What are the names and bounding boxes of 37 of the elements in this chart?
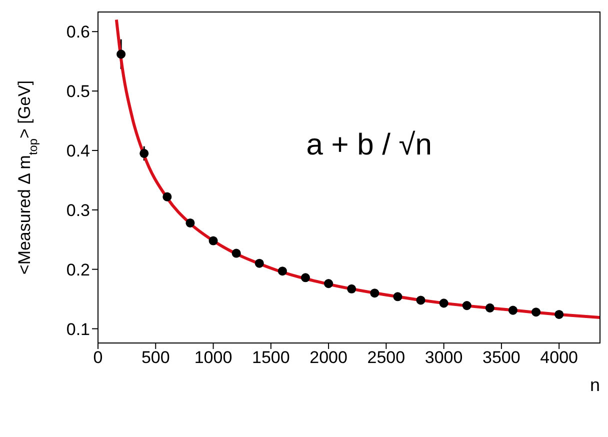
- x-tick-label: 3500: [482, 348, 520, 368]
- y-tick-label: 0.2: [66, 260, 90, 280]
- point: [393, 292, 402, 302]
- x-axis-title: n: [590, 375, 600, 395]
- y-tick-label: 0.4: [66, 141, 90, 160]
- point: [347, 284, 356, 294]
- y-tick-label: 0.5: [66, 82, 90, 102]
- x-tick-label: 1000: [194, 348, 232, 368]
- point: [162, 192, 172, 202]
- x-tick-label: 1500: [252, 348, 290, 368]
- point: [416, 296, 426, 305]
- point: [254, 258, 264, 268]
- y-tick-label: 0.1: [66, 320, 90, 339]
- point: [439, 298, 448, 308]
- point: [485, 303, 494, 312]
- point: [324, 279, 334, 288]
- point: [116, 50, 126, 59]
- point: [462, 301, 472, 310]
- x-tick-label: 2500: [367, 348, 406, 368]
- point: [186, 218, 195, 228]
- point: [532, 308, 541, 317]
- point: [300, 273, 310, 282]
- point: [508, 306, 518, 315]
- x-tick-label: 4000: [540, 348, 578, 368]
- point: [278, 266, 287, 276]
- x-tick-label: 500: [141, 348, 170, 368]
- point: [208, 236, 218, 246]
- annotation: a + b / √n: [306, 128, 432, 162]
- x-tick-label: 2000: [310, 348, 348, 368]
- y-tick-label: 0.3: [66, 200, 90, 220]
- point: [140, 148, 149, 158]
- x-tick-label: 3000: [424, 348, 463, 368]
- x-tick-label: 0: [93, 348, 103, 368]
- y-tick-label: 0.6: [66, 22, 90, 42]
- point: [554, 310, 564, 319]
- point: [370, 288, 380, 298]
- point: [232, 248, 241, 258]
